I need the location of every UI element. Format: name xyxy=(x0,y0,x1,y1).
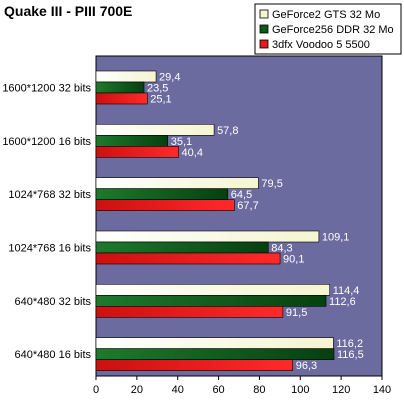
category-labels: 1600*1200 32 bits 1600*1200 16 bits 1024*7… xyxy=(2,83,91,362)
x-tick-label-1: 20 xyxy=(131,384,143,396)
plot-area xyxy=(95,55,383,377)
x-tick-label-0: 0 xyxy=(93,384,99,396)
bar-series-1-cat-1 xyxy=(95,135,169,147)
value-label-series-2-cat-5: 96,3 xyxy=(296,360,317,372)
bar-series-2-cat-1 xyxy=(95,146,179,158)
value-label-series-1-cat-0: 23,5 xyxy=(147,83,168,95)
category-label-2: 1024*768 32 bits xyxy=(8,189,91,201)
value-label-series-2-cat-4: 91,5 xyxy=(286,307,307,319)
x-tick-label-4: 80 xyxy=(253,384,265,396)
category-label-1: 1600*1200 16 bits xyxy=(2,136,91,148)
x-tick-label-5: 100 xyxy=(291,384,309,396)
value-label-series-0-cat-5: 116,2 xyxy=(336,338,363,350)
x-tick-label-6: 120 xyxy=(332,384,350,396)
bar-series-0-cat-3 xyxy=(95,230,320,243)
bar-series-1-cat-5 xyxy=(95,348,335,360)
value-label-series-0-cat-2: 79,5 xyxy=(261,178,282,190)
bar-series-1-cat-4 xyxy=(95,295,327,307)
legend: GeForce2 GTS 32 Mo GeForce256 DDR 32 Mo 3d… xyxy=(254,3,402,55)
value-label-series-2-cat-2: 67,7 xyxy=(237,200,258,212)
legend-swatch-0 xyxy=(259,9,269,19)
value-label-series-1-cat-5: 116,5 xyxy=(337,349,364,361)
legend-box xyxy=(254,3,402,55)
bar-series-2-cat-3 xyxy=(95,252,281,265)
x-tick-label-2: 40 xyxy=(172,384,184,396)
category-label-4: 640*480 32 bits xyxy=(15,296,92,308)
value-label-series-1-cat-3: 84,3 xyxy=(271,243,292,255)
bar-series-1-cat-0 xyxy=(95,81,145,94)
bars-group: 29,423,525,1 57,8 35,140,4 79,5 64,567,7 109,… xyxy=(95,70,364,372)
bar-series-0-cat-1 xyxy=(95,124,215,136)
bar-series-1-cat-2 xyxy=(95,188,229,200)
value-label-series-0-cat-3: 109,1 xyxy=(322,232,350,244)
value-label-series-1-cat-1: 35,1 xyxy=(171,136,192,148)
bar-series-0-cat-5 xyxy=(95,337,334,349)
value-label-series-1-cat-4: 112,6 xyxy=(329,296,356,308)
legend-label-0: GeForce2 GTS 32 Mo xyxy=(272,9,380,21)
bar-series-2-cat-5 xyxy=(95,359,294,371)
bar-series-2-cat-4 xyxy=(95,306,284,318)
value-label-series-2-cat-3: 90,1 xyxy=(283,254,304,266)
value-label-series-1-cat-2: 64,5 xyxy=(231,189,252,201)
legend-swatch-2 xyxy=(259,39,269,49)
x-tick-label-3: 60 xyxy=(212,384,224,396)
value-label-series-0-cat-1: 57,8 xyxy=(217,125,238,137)
bar-series-0-cat-0 xyxy=(95,70,157,83)
bar-series-0-cat-2 xyxy=(95,177,259,189)
x-axis: 0 20 40 60 80 100 120 140 xyxy=(93,376,391,396)
legend-swatch-1 xyxy=(259,24,269,34)
bar-series-0-cat-4 xyxy=(95,284,331,296)
value-label-series-0-cat-0: 29,4 xyxy=(159,72,180,84)
value-label-series-2-cat-0: 25,1 xyxy=(150,94,171,106)
bar-series-1-cat-3 xyxy=(95,241,269,254)
legend-label-1: GeForce256 DDR 32 Mo xyxy=(272,24,394,36)
chart-title: Quake III - PIII 700E xyxy=(4,3,132,19)
category-label-0: 1600*1200 32 bits xyxy=(2,83,91,95)
bar-series-2-cat-2 xyxy=(95,199,235,211)
value-label-series-0-cat-4: 114,4 xyxy=(333,285,360,297)
value-label-series-2-cat-1: 40,4 xyxy=(182,147,203,159)
x-tick-label-7: 140 xyxy=(373,384,391,396)
bar-series-2-cat-0 xyxy=(95,92,148,105)
legend-label-2: 3dfx Voodoo 5 5500 xyxy=(272,39,370,51)
category-label-3: 1024*768 16 bits xyxy=(8,243,91,255)
category-label-5: 640*480 16 bits xyxy=(15,349,92,361)
